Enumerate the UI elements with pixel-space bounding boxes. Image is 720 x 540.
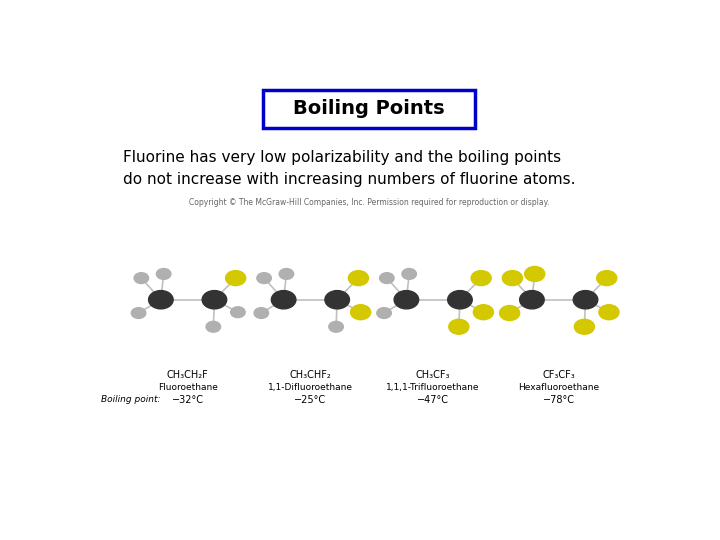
Circle shape	[279, 268, 294, 279]
Circle shape	[206, 321, 220, 332]
Circle shape	[348, 271, 369, 286]
Circle shape	[257, 273, 271, 284]
Circle shape	[599, 305, 619, 320]
Circle shape	[148, 291, 173, 309]
FancyBboxPatch shape	[263, 90, 475, 128]
Text: CH₃CF₃: CH₃CF₃	[416, 369, 451, 380]
Circle shape	[134, 273, 148, 284]
Circle shape	[379, 273, 394, 284]
Circle shape	[520, 291, 544, 309]
Circle shape	[448, 291, 472, 309]
Circle shape	[156, 268, 171, 279]
Text: Hexafluoroethane: Hexafluoroethane	[518, 382, 599, 392]
Circle shape	[525, 266, 545, 281]
Text: CF₃CF₃: CF₃CF₃	[542, 369, 575, 380]
Circle shape	[329, 321, 343, 332]
Text: −32°C: −32°C	[171, 395, 204, 404]
Circle shape	[377, 308, 392, 319]
Circle shape	[503, 271, 523, 286]
Text: do not increase with increasing numbers of fluorine atoms.: do not increase with increasing numbers …	[124, 172, 576, 187]
Circle shape	[575, 319, 595, 334]
Circle shape	[394, 291, 418, 309]
Text: Copyright © The McGraw-Hill Companies, Inc. Permission required for reproduction: Copyright © The McGraw-Hill Companies, I…	[189, 198, 549, 207]
Text: Fluoroethane: Fluoroethane	[158, 382, 217, 392]
Circle shape	[449, 319, 469, 334]
Text: −78°C: −78°C	[543, 395, 575, 404]
Circle shape	[325, 291, 349, 309]
Text: −25°C: −25°C	[294, 395, 326, 404]
Circle shape	[402, 268, 416, 279]
Circle shape	[230, 307, 245, 318]
Circle shape	[471, 271, 491, 286]
Circle shape	[573, 291, 598, 309]
Circle shape	[351, 305, 371, 320]
Circle shape	[271, 291, 296, 309]
Circle shape	[500, 306, 520, 321]
Circle shape	[225, 271, 246, 286]
Text: 1,1,1-Trifluoroethane: 1,1,1-Trifluoroethane	[387, 382, 480, 392]
Text: 1,1-Difluoroethane: 1,1-Difluoroethane	[268, 382, 353, 392]
Circle shape	[131, 308, 145, 319]
Text: CH₃CH₂F: CH₃CH₂F	[167, 369, 209, 380]
Circle shape	[473, 305, 493, 320]
Circle shape	[202, 291, 227, 309]
Text: Fluorine has very low polarizability and the boiling points: Fluorine has very low polarizability and…	[124, 150, 562, 165]
Text: Boiling point:: Boiling point:	[101, 395, 161, 404]
Text: −47°C: −47°C	[417, 395, 449, 404]
Circle shape	[254, 308, 269, 319]
Circle shape	[597, 271, 617, 286]
Text: CH₃CHF₂: CH₃CHF₂	[289, 369, 331, 380]
Text: Boiling Points: Boiling Points	[293, 99, 445, 118]
